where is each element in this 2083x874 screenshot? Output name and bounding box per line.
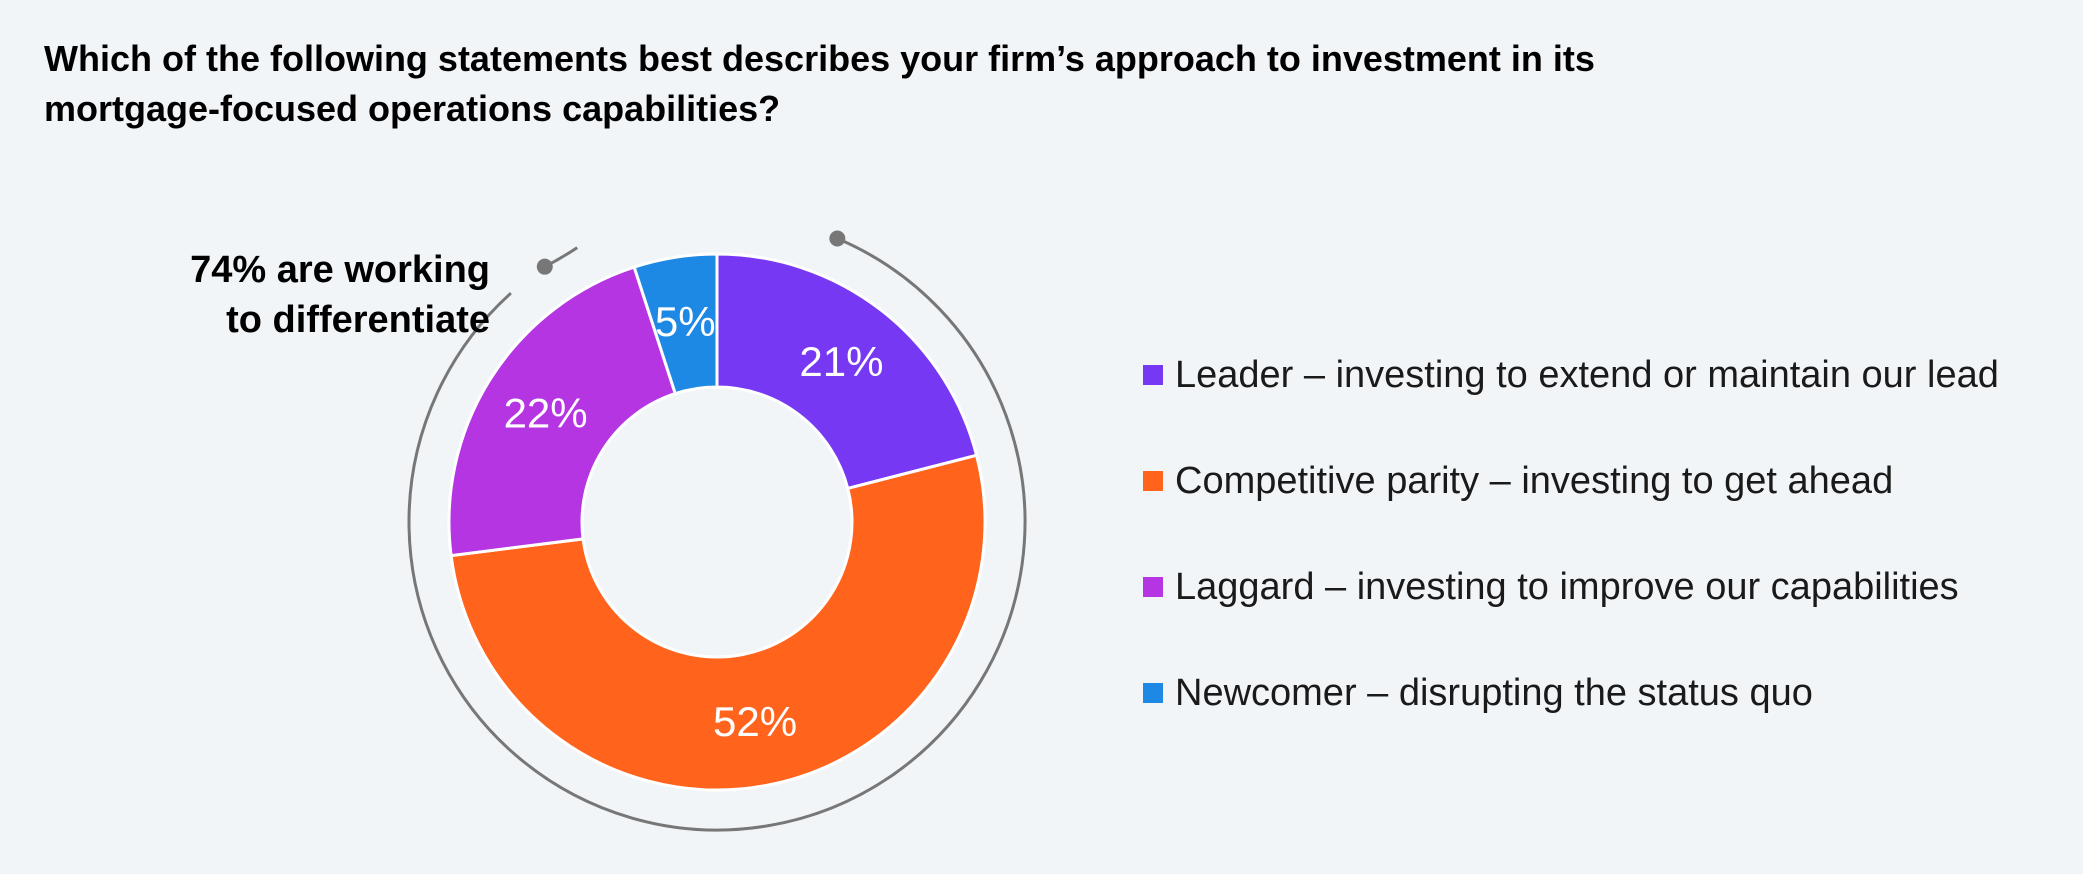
donut-slice-4 [632,252,719,396]
legend-label: Leader – investing to extend or maintain… [1175,353,1999,396]
legend-item-1: Leader – investing to extend or maintain… [1143,322,1999,428]
legend-swatch [1143,365,1163,385]
legend-item-2: Competitive parity – investing to get ah… [1143,428,1999,534]
donut-slice-2 [449,453,987,792]
callout-line-2: to differentiate [226,299,490,341]
donut-slice-1 [715,252,979,491]
legend-swatch [1143,577,1163,597]
legend-label: Laggard – investing to improve our capab… [1175,565,1959,608]
legend: Leader – investing to extend or maintain… [1143,322,1999,746]
bracket-group [407,230,1027,832]
callout-line-1: 74% are working [190,249,490,291]
slice-label-4: 5% [655,298,716,345]
bracket-dot-end [536,258,553,275]
slice-group [447,252,987,792]
callout-text: 74% are working to differentiate [190,245,490,345]
chart-title: Which of the following statements best d… [44,34,1944,134]
legend-swatch [1143,471,1163,491]
slice-label-1: 21% [799,338,883,385]
slice-label-group: 21% 52% 22% 5% [504,298,884,745]
legend-swatch [1143,683,1163,703]
slice-label-2: 52% [713,698,797,745]
bracket-arc [407,237,1027,832]
chart-title-line-2: mortgage-focused operations capabilities… [44,88,781,129]
bracket-dot-start [829,230,846,247]
legend-item-4: Newcomer – disrupting the status quo [1143,640,1999,746]
chart-title-line-1: Which of the following statements best d… [44,38,1595,79]
donut-slice-3 [447,265,678,558]
legend-item-3: Laggard – investing to improve our capab… [1143,534,1999,640]
legend-label: Newcomer – disrupting the status quo [1175,671,1813,714]
legend-label: Competitive parity – investing to get ah… [1175,459,1894,502]
slice-label-3: 22% [504,390,588,437]
